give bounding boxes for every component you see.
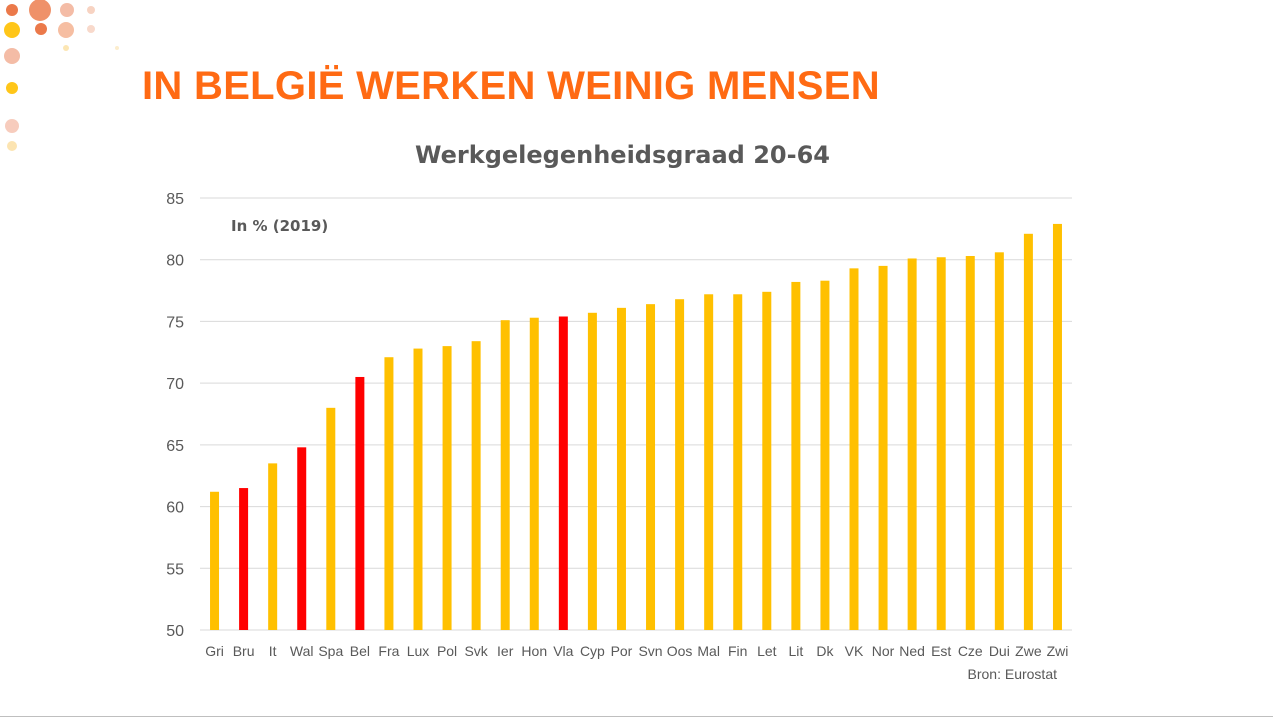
y-tick-label: 60 xyxy=(166,500,184,517)
x-tick-label: Dui xyxy=(989,643,1010,659)
bar-cyp xyxy=(587,312,597,630)
slide-title: IN BELGIË WERKEN WEINIG MENSEN xyxy=(142,64,880,108)
y-tick-label: 75 xyxy=(166,314,184,331)
y-tick-label: 70 xyxy=(166,376,184,393)
bar-svn xyxy=(646,304,656,630)
x-tick-label: Gri xyxy=(205,643,224,659)
x-tick-label: Cze xyxy=(958,643,983,659)
x-tick-label: Est xyxy=(931,643,951,659)
x-tick-label: Wal xyxy=(290,643,314,659)
bar-zwi xyxy=(1052,223,1062,631)
x-tick-label: Let xyxy=(757,643,777,659)
bar-spa xyxy=(326,407,336,630)
x-tick-label: Bru xyxy=(233,643,255,659)
x-tick-label: Por xyxy=(611,643,633,659)
x-tick-label: Mal xyxy=(697,643,720,659)
x-tick-label: Dk xyxy=(816,643,834,659)
y-tick-label: 55 xyxy=(166,561,184,578)
y-tick-label: 50 xyxy=(166,623,184,640)
x-tick-label: Nor xyxy=(872,643,895,659)
x-tick-label: Zwi xyxy=(1047,643,1069,659)
bar-cze xyxy=(965,256,975,630)
bar-it xyxy=(268,463,278,630)
x-tick-label: Zwe xyxy=(1015,643,1042,659)
chart-title: Werkgelegenheidsgraad 20-64 xyxy=(415,141,830,169)
x-tick-label: Oos xyxy=(667,643,693,659)
x-tick-label: Vla xyxy=(553,643,573,659)
y-tick-label: 80 xyxy=(166,253,184,270)
x-tick-label: Pol xyxy=(437,643,457,659)
bar-let xyxy=(762,291,772,630)
x-tick-label: Fin xyxy=(728,643,747,659)
bar-mal xyxy=(704,294,714,630)
decorative-dots xyxy=(4,0,119,151)
bar-nor xyxy=(878,265,888,630)
bar-bel xyxy=(355,376,365,630)
x-tick-label: Lit xyxy=(788,643,803,659)
bar-lit xyxy=(791,281,801,630)
x-tick-label: Ier xyxy=(497,643,514,659)
bar-pol xyxy=(442,346,452,630)
x-tick-label: Fra xyxy=(378,643,399,659)
bar-ier xyxy=(500,320,510,630)
x-tick-label: Hon xyxy=(521,643,547,659)
bar-bru xyxy=(239,488,249,630)
x-tick-label: Svn xyxy=(638,643,662,659)
bar-fra xyxy=(384,357,394,630)
bar-dk xyxy=(820,280,830,630)
x-tick-label: Ned xyxy=(899,643,925,659)
x-tick-label: Bel xyxy=(350,643,370,659)
bar-svk xyxy=(471,341,481,630)
x-tick-label: VK xyxy=(845,643,864,659)
bar-vk xyxy=(849,268,859,630)
x-tick-label: Cyp xyxy=(580,643,605,659)
bar-lux xyxy=(413,348,423,630)
y-tick-label: 65 xyxy=(166,438,184,455)
bar-gri xyxy=(210,491,220,630)
bar-fin xyxy=(733,294,743,630)
bar-oos xyxy=(675,299,685,630)
x-tick-label: Svk xyxy=(464,643,488,659)
bar-por xyxy=(616,307,626,630)
x-tick-label: Lux xyxy=(407,643,430,659)
bar-hon xyxy=(529,317,539,630)
x-tick-label: Spa xyxy=(318,643,343,659)
bar-zwe xyxy=(1023,233,1033,630)
bar-ned xyxy=(907,258,917,630)
bar-wal xyxy=(297,447,307,630)
bar-dui xyxy=(994,252,1004,630)
bar-vla xyxy=(558,316,568,630)
footer-divider xyxy=(0,716,1273,717)
y-tick-label: 85 xyxy=(166,191,184,208)
bar-est xyxy=(936,257,946,630)
x-tick-label: It xyxy=(269,643,277,659)
chart-subtitle: In % (2019) xyxy=(231,217,328,235)
source-note: Bron: Eurostat xyxy=(968,666,1058,682)
